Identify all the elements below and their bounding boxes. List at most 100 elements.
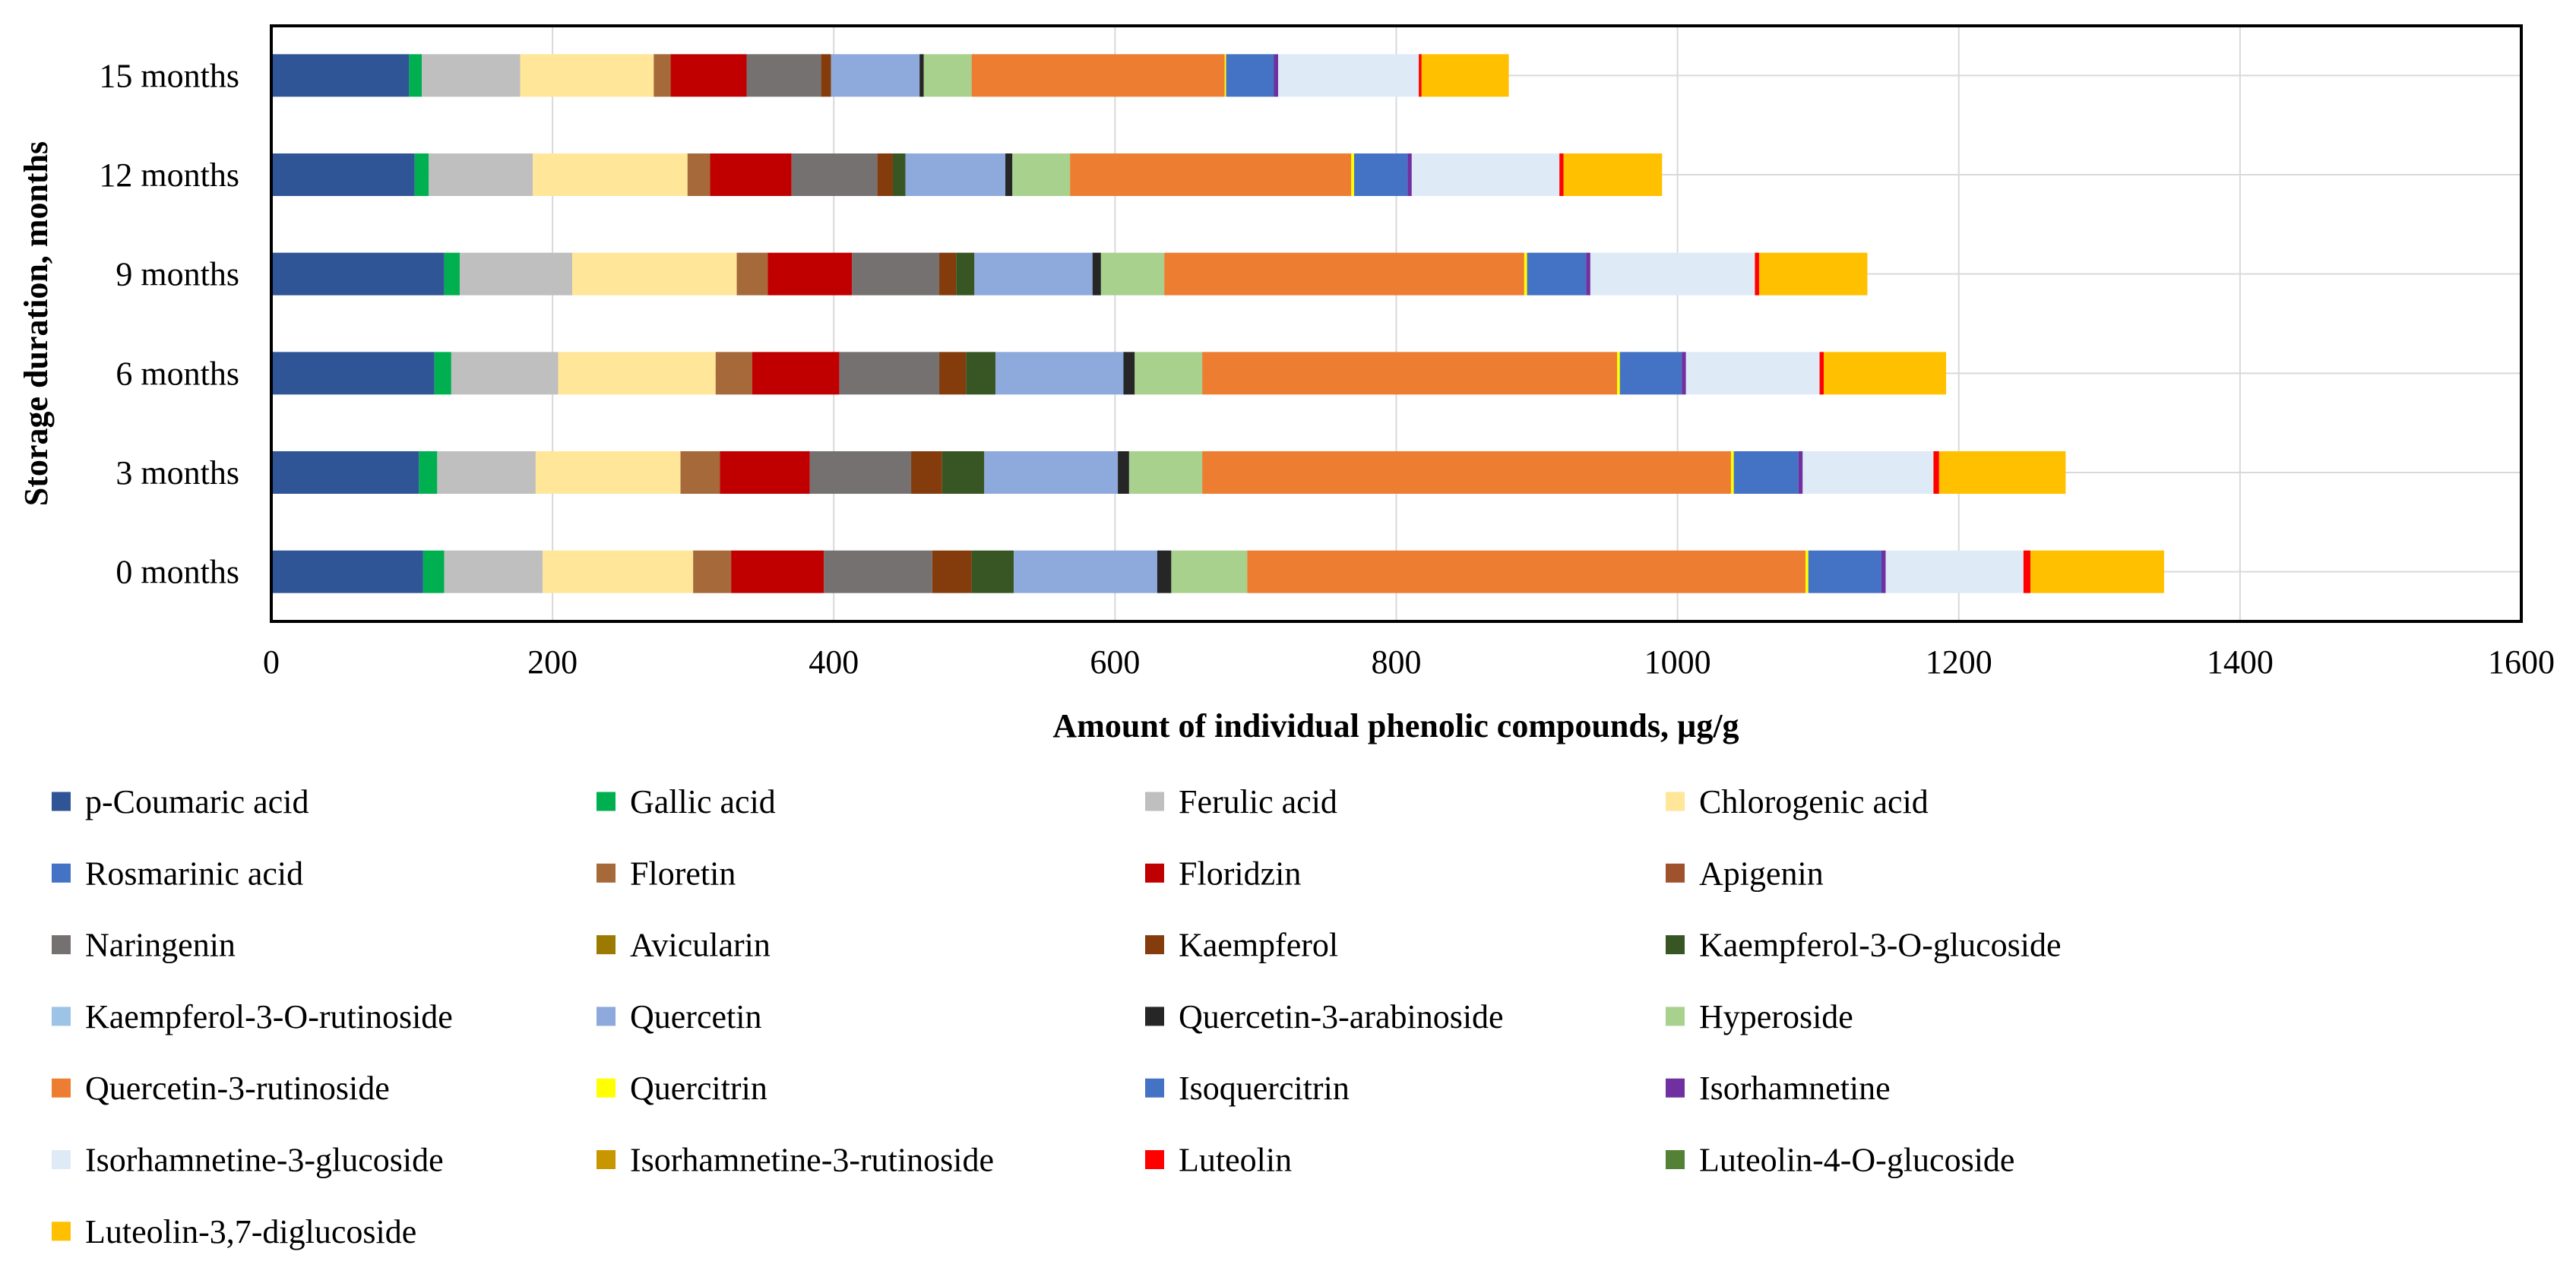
- legend-label: Kaempferol-3-O-rutinoside: [85, 998, 453, 1035]
- bar-segment: [831, 54, 920, 97]
- legend-label: Avicularin: [630, 927, 771, 964]
- bar-segment: [715, 352, 752, 395]
- bar-segment: [1524, 252, 1527, 296]
- bar-segment: [746, 54, 821, 97]
- legend-label: Quercetin: [630, 998, 761, 1035]
- bar-segment: [1353, 153, 1408, 196]
- bar-segment: [720, 451, 810, 494]
- legend-label: Kaempferol: [1179, 927, 1338, 964]
- legend-label: p-Coumaric acid: [85, 783, 309, 820]
- legend-swatch: [597, 1150, 616, 1169]
- bar-segment: [839, 352, 940, 395]
- bar-segment: [956, 252, 975, 296]
- x-tick-labels: 0 200 400 600 800 1000 1200 1400 1600: [263, 643, 2555, 681]
- bar-segment: [824, 550, 932, 593]
- legend-swatch: [597, 863, 616, 883]
- y-tick-label: 0 months: [116, 554, 239, 591]
- bar-segment: [422, 54, 521, 97]
- bar-segment: [1012, 153, 1071, 196]
- x-tick-label: 200: [527, 643, 578, 681]
- bar-segment: [693, 550, 732, 593]
- legend: p-Coumaric acid Gallic acid Ferulic acid Ch…: [52, 783, 2061, 1250]
- bar-segment: [271, 451, 419, 494]
- bar-segment: [687, 153, 710, 196]
- bar-segment: [1730, 451, 1734, 494]
- x-tick-label: 1600: [2488, 643, 2555, 681]
- bar-segment: [1590, 252, 1755, 296]
- bar-segment: [1805, 550, 1809, 593]
- bar-segment: [451, 352, 559, 395]
- gridlines: [271, 26, 2521, 621]
- legend-label: Isorhamnetine: [1699, 1070, 1891, 1107]
- legend-swatch: [597, 792, 616, 811]
- legend-swatch: [597, 1007, 616, 1026]
- bar-segment: [437, 451, 536, 494]
- bar-segment: [271, 550, 423, 593]
- bar-segment: [422, 550, 445, 593]
- bar-segment: [731, 550, 824, 593]
- legend-swatch: [52, 1222, 71, 1241]
- bar-segment: [1070, 153, 1352, 196]
- legend-swatch: [1145, 1007, 1164, 1026]
- legend-swatch: [1145, 1078, 1164, 1098]
- bar-segment: [444, 252, 460, 296]
- legend-label: Floridzin: [1179, 855, 1301, 892]
- bar-segment: [1421, 54, 1509, 97]
- bar-segment: [2030, 550, 2164, 593]
- bar-segment: [752, 352, 840, 395]
- legend-label: Floretin: [630, 855, 736, 892]
- bar-segment: [736, 252, 768, 296]
- legend-label: Hyperoside: [1699, 998, 1853, 1035]
- legend-label: Ferulic acid: [1179, 783, 1337, 820]
- legend-label: Quercetin-3-arabinoside: [1179, 998, 1504, 1035]
- y-tick-label: 15 months: [99, 57, 239, 94]
- bar-segment: [1938, 451, 2066, 494]
- bar-segment: [409, 54, 422, 97]
- bar-segment: [710, 153, 792, 196]
- x-tick-label: 1000: [1644, 643, 1711, 681]
- bar-segment: [911, 451, 942, 494]
- legend-label: Luteolin: [1179, 1142, 1292, 1179]
- y-axis-title: Storage duration, months: [17, 141, 55, 506]
- y-tick-label: 3 months: [116, 454, 239, 492]
- bar-segment: [821, 54, 831, 97]
- bar-segment: [1808, 550, 1881, 593]
- bar-segment: [1881, 550, 1886, 593]
- bar-segment: [572, 252, 737, 296]
- bar-segment: [1014, 550, 1157, 593]
- bar-segment: [1586, 252, 1590, 296]
- y-tick-label: 9 months: [116, 256, 239, 293]
- bar-segment: [939, 352, 967, 395]
- bar-segment: [971, 54, 1225, 97]
- legend-swatch: [52, 792, 71, 811]
- y-tick-labels: 0 months 3 months 6 months 9 months 12 month…: [99, 57, 239, 590]
- bar-segment: [1157, 550, 1172, 593]
- bar-segment: [1819, 352, 1824, 395]
- legend-swatch: [597, 1078, 616, 1098]
- bar-segments: [271, 54, 2164, 593]
- legend-label: Kaempferol-3-O-glucoside: [1699, 927, 2061, 964]
- bar-segment: [680, 451, 720, 494]
- bar-segment: [670, 54, 747, 97]
- bar-segment: [1885, 550, 2024, 593]
- bar-segment: [414, 153, 429, 196]
- bar-segment: [2023, 550, 2031, 593]
- legend-swatch: [1666, 792, 1685, 811]
- bar-segment: [941, 451, 985, 494]
- bar-segment: [653, 54, 671, 97]
- bar-segment: [1092, 252, 1101, 296]
- bar-segment: [974, 252, 1093, 296]
- y-tick-label: 12 months: [99, 156, 239, 194]
- bar-segment: [1224, 54, 1226, 97]
- bar-segment: [984, 451, 1119, 494]
- legend-swatch: [1145, 1150, 1164, 1169]
- legend-label: Rosmarinic acid: [85, 855, 303, 892]
- bar-segment: [767, 252, 853, 296]
- bar-segment: [558, 352, 716, 395]
- bar-segment: [444, 550, 543, 593]
- legend-swatch: [1145, 935, 1164, 955]
- plot-area-frame: [270, 24, 2523, 623]
- bar-segment: [919, 54, 924, 97]
- bar-segment: [1202, 352, 1618, 395]
